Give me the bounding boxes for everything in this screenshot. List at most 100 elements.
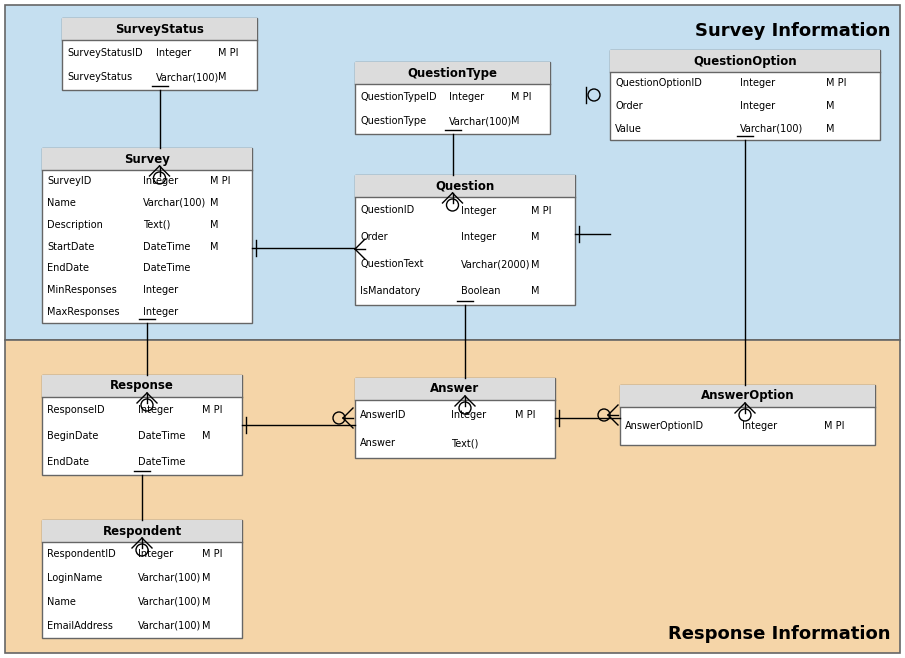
Text: M: M [202,431,211,441]
Text: Text(): Text() [451,438,479,449]
FancyBboxPatch shape [62,18,257,90]
FancyBboxPatch shape [62,18,257,40]
Text: Boolean: Boolean [461,286,500,297]
Text: Respondent: Respondent [102,524,182,538]
Text: Order: Order [615,101,643,111]
Text: LoginName: LoginName [47,573,102,583]
Text: M: M [531,259,539,270]
Text: QuestionOption: QuestionOption [693,55,796,68]
Text: Answer: Answer [431,382,480,395]
Text: Integer: Integer [138,405,173,415]
Text: M PI: M PI [210,176,231,186]
Text: QuestionID: QuestionID [360,205,414,216]
Text: Survey: Survey [124,153,170,166]
Text: M PI: M PI [531,205,551,216]
Text: QuestionTypeID: QuestionTypeID [360,91,436,101]
FancyBboxPatch shape [620,385,875,445]
Text: M: M [531,286,539,297]
Text: Text(): Text() [143,220,170,230]
Text: Varchar(100): Varchar(100) [138,597,201,607]
Text: M PI: M PI [511,91,531,101]
Text: Integer: Integer [138,549,173,559]
Text: M PI: M PI [202,549,223,559]
Text: M: M [210,241,218,251]
FancyBboxPatch shape [355,175,575,197]
Text: Description: Description [47,220,103,230]
FancyBboxPatch shape [42,148,252,323]
Text: SurveyID: SurveyID [47,176,91,186]
Text: Integer: Integer [742,421,777,431]
Text: M: M [210,198,218,208]
Text: Name: Name [47,597,76,607]
FancyBboxPatch shape [355,378,555,400]
Text: M: M [511,116,519,126]
Text: EndDate: EndDate [47,263,89,273]
Text: QuestionType: QuestionType [360,116,426,126]
Text: Integer: Integer [739,101,775,111]
FancyBboxPatch shape [355,175,575,305]
Text: Name: Name [47,198,76,208]
Text: BeginDate: BeginDate [47,431,99,441]
Text: Integer: Integer [143,285,178,295]
Text: M PI: M PI [218,47,239,57]
Text: Integer: Integer [143,307,178,317]
Text: ResponseID: ResponseID [47,405,105,415]
Text: MaxResponses: MaxResponses [47,307,119,317]
Text: MinResponses: MinResponses [47,285,117,295]
Text: QuestionText: QuestionText [360,259,424,270]
FancyBboxPatch shape [42,375,242,475]
Text: Answer: Answer [360,438,396,449]
Text: Integer: Integer [143,176,178,186]
Text: Varchar(100): Varchar(100) [739,124,803,134]
Text: DateTime: DateTime [138,431,186,441]
FancyBboxPatch shape [42,148,252,170]
Text: M: M [531,232,539,243]
Text: Integer: Integer [449,91,484,101]
Text: StartDate: StartDate [47,241,94,251]
Text: RespondentID: RespondentID [47,549,116,559]
FancyBboxPatch shape [610,50,880,140]
FancyBboxPatch shape [355,62,550,134]
FancyBboxPatch shape [42,375,242,397]
Text: SurveyStatusID: SurveyStatusID [67,47,143,57]
Text: AnswerID: AnswerID [360,409,406,420]
Text: DateTime: DateTime [143,263,190,273]
Text: Integer: Integer [156,47,191,57]
Text: Varchar(100): Varchar(100) [138,573,201,583]
Text: M PI: M PI [826,78,846,88]
Text: M: M [202,597,211,607]
Text: Varchar(100): Varchar(100) [143,198,206,208]
Text: SurveyStatus: SurveyStatus [67,72,132,82]
Text: EmailAddress: EmailAddress [47,621,113,631]
Text: M: M [202,573,211,583]
Text: Varchar(100): Varchar(100) [156,72,219,82]
Text: Value: Value [615,124,642,134]
Text: DateTime: DateTime [143,241,190,251]
Text: QuestionOptionID: QuestionOptionID [615,78,702,88]
Text: M: M [202,621,211,631]
Text: EndDate: EndDate [47,457,89,467]
Text: QuestionType: QuestionType [407,66,498,80]
Text: Response Information: Response Information [668,625,890,643]
FancyBboxPatch shape [610,50,880,72]
Text: M PI: M PI [515,409,536,420]
Text: M: M [218,72,226,82]
FancyBboxPatch shape [42,520,242,638]
Text: SurveyStatus: SurveyStatus [115,22,204,36]
Text: Varchar(2000): Varchar(2000) [461,259,530,270]
FancyBboxPatch shape [355,378,555,458]
Text: Varchar(100): Varchar(100) [138,621,201,631]
Text: Order: Order [360,232,387,243]
Text: Integer: Integer [739,78,775,88]
Text: Integer: Integer [461,232,496,243]
Text: Integer: Integer [451,409,486,420]
Text: AnswerOptionID: AnswerOptionID [625,421,704,431]
Text: M: M [826,101,834,111]
Text: Integer: Integer [461,205,496,216]
Text: Response: Response [110,380,174,393]
Text: Survey Information: Survey Information [694,22,890,40]
Text: DateTime: DateTime [138,457,186,467]
Text: IsMandatory: IsMandatory [360,286,421,297]
Text: M PI: M PI [824,421,844,431]
Text: M: M [210,220,218,230]
